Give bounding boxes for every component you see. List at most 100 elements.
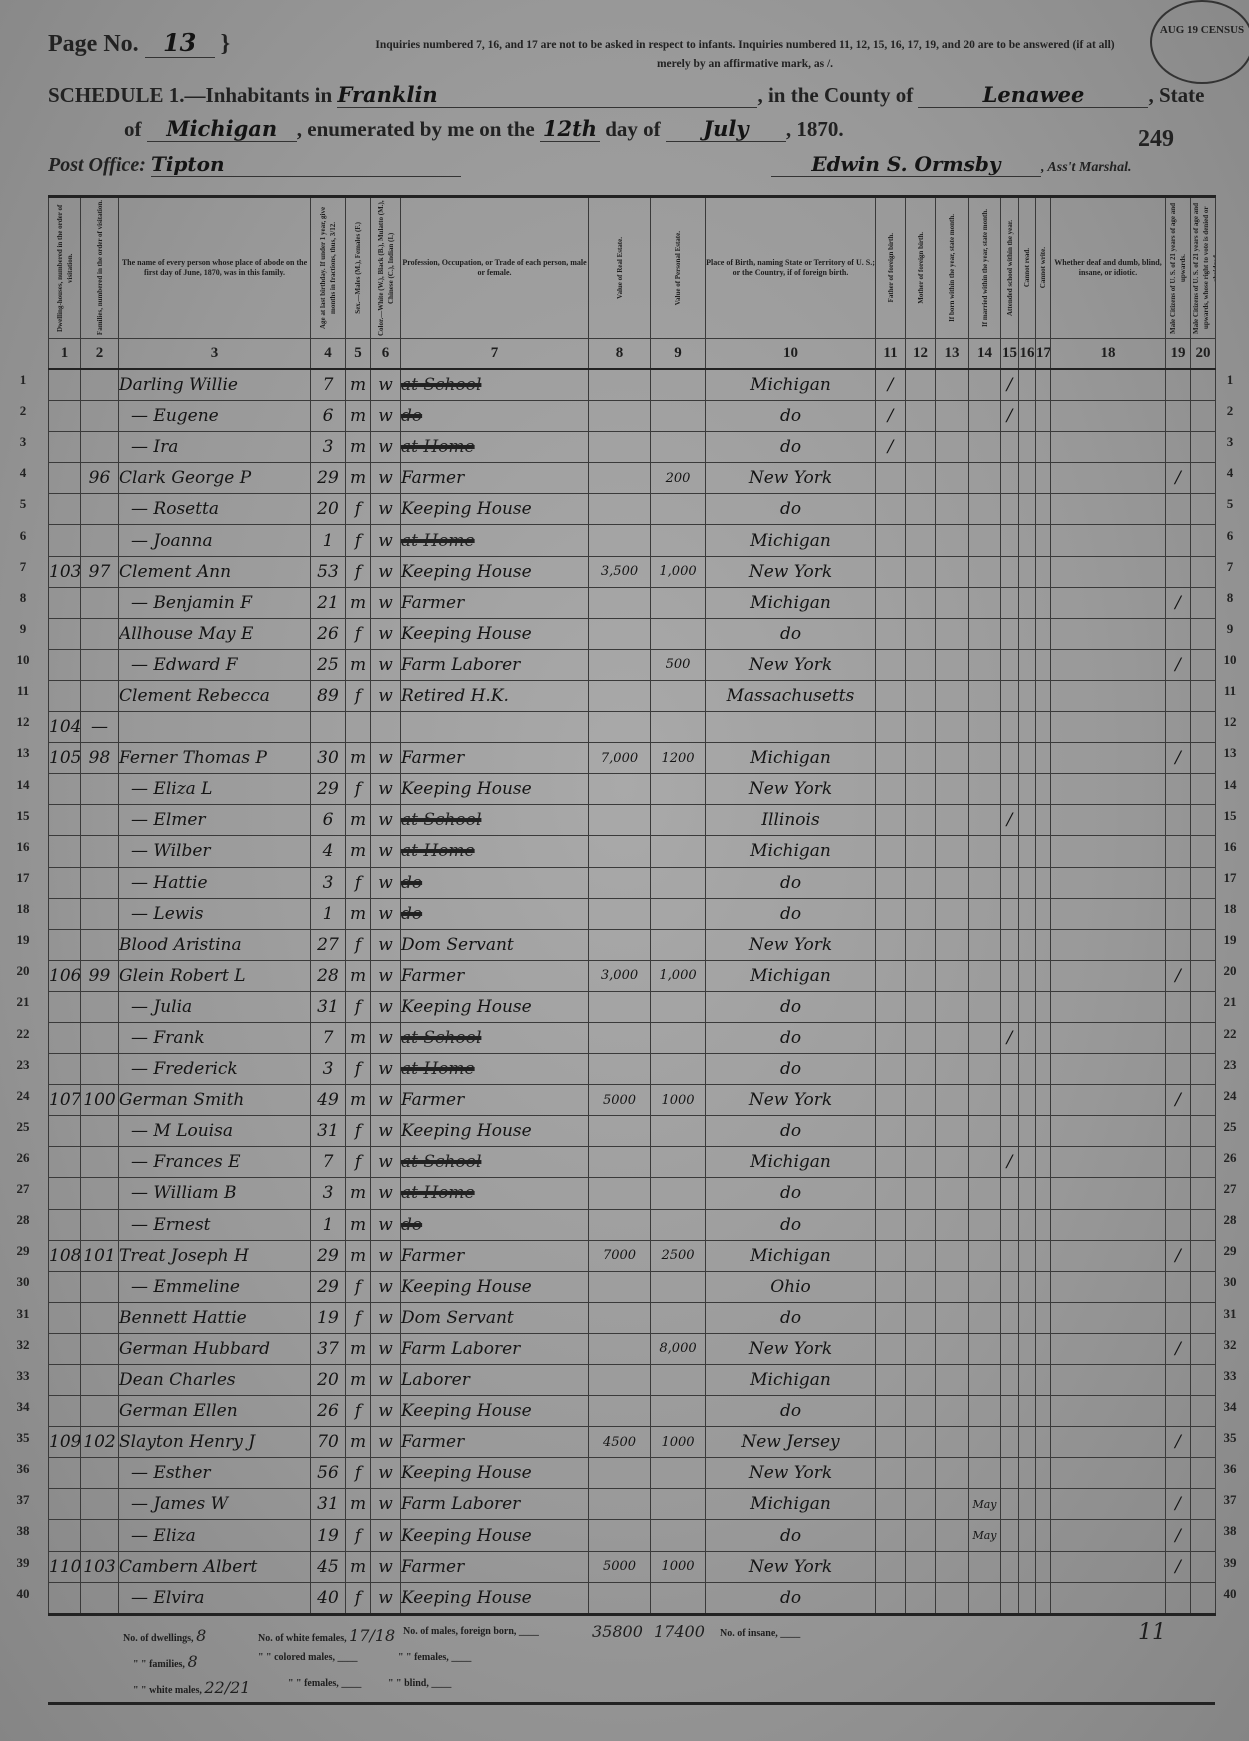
column-number: 2 <box>80 338 119 370</box>
cell-name: Dean Charles <box>118 1363 311 1397</box>
column-header-19: Male Citizens of U. S. of 21 years of ag… <box>1165 196 1191 339</box>
cell-fam <box>80 431 119 464</box>
cell-re <box>588 1115 651 1148</box>
cell-c15 <box>1000 835 1019 868</box>
cell-color: w <box>370 400 401 433</box>
cell-color: w <box>370 1053 401 1086</box>
cell-re <box>588 1177 651 1210</box>
cell-re: 3,000 <box>588 959 651 992</box>
of-label: of <box>124 117 142 141</box>
cell-c15 <box>1000 711 1019 744</box>
cell-col17 <box>1035 742 1051 775</box>
cell-c11 <box>875 524 906 557</box>
cell-c14 <box>968 742 1001 775</box>
cell-sex: f <box>345 773 371 806</box>
table-row: — Ernest 1 m w do do <box>48 1208 1216 1241</box>
cell-occ: Farm Laborer <box>400 1332 589 1366</box>
line-number: 13 <box>1223 745 1237 761</box>
cell-col17 <box>1035 400 1051 433</box>
cell-c15 <box>1000 1084 1019 1117</box>
cell-col16 <box>1018 1550 1036 1583</box>
cell-col12 <box>905 1426 936 1459</box>
cell-c19 <box>1165 990 1191 1023</box>
column-number: 20 <box>1190 338 1216 370</box>
cell-fam <box>80 866 119 899</box>
cell-c14 <box>968 773 1001 806</box>
column-header-15: Attended school within the year. <box>1000 196 1019 339</box>
table-row: — Wilber 4 m w at Home Michigan <box>48 835 1216 868</box>
cell-re <box>588 586 651 619</box>
cell-pe <box>650 1146 706 1179</box>
cell-name: Clement Rebecca <box>118 679 311 713</box>
cell-col20 <box>1190 1550 1216 1583</box>
cell-occ: Keeping House <box>400 1115 589 1148</box>
cell-col13 <box>935 1115 969 1148</box>
column-number: 7 <box>400 338 589 370</box>
cell-c15 <box>1000 1550 1019 1583</box>
line-number: 8 <box>19 589 27 605</box>
cell-re: 4500 <box>588 1426 651 1459</box>
cell-name: — Ernest <box>118 1208 311 1241</box>
cell-fam <box>80 679 119 713</box>
cell-pe <box>650 679 706 713</box>
line-number: 9 <box>1226 620 1234 636</box>
cell-dw <box>48 773 81 806</box>
cell-sex: f <box>345 524 371 557</box>
table-row: — William B 3 m w at Home do <box>48 1177 1216 1210</box>
cell-col18 <box>1050 1457 1166 1490</box>
column-label: Male Citizens of U. S. of 21 years of ag… <box>1169 202 1187 334</box>
cell-color: w <box>370 617 401 650</box>
cell-name: — Emmeline <box>118 1270 311 1303</box>
instructions-line-1: Inquiries numbered 7, 16, and 17 are not… <box>375 39 1115 51</box>
cell-col20 <box>1190 742 1216 775</box>
cell-occ: Dom Servant <box>400 1301 589 1334</box>
column-label: Place of Birth, naming State or Territor… <box>706 258 875 277</box>
cell-birth: do <box>705 1519 876 1552</box>
cell-c15 <box>1000 555 1019 588</box>
cell-pe: 500 <box>650 648 706 681</box>
cell-fam: 103 <box>80 1550 119 1583</box>
column-header-20: Male Citizens of U. S. of 21 years of ag… <box>1190 196 1216 339</box>
cell-c11 <box>875 1332 906 1366</box>
cell-color: w <box>370 1426 401 1459</box>
cell-c14 <box>968 866 1001 899</box>
cell-c19 <box>1165 1395 1191 1428</box>
table-row: — Lewis 1 m w do do <box>48 897 1216 930</box>
line-number: 34 <box>1223 1398 1237 1414</box>
cell-fam <box>80 1146 119 1179</box>
table-row: — Elvira 40 f w Keeping House do <box>48 1581 1216 1615</box>
cell-col13 <box>935 1363 969 1397</box>
cell-fam <box>80 1208 119 1241</box>
line-number: 14 <box>1223 776 1237 792</box>
cell-age: 1 <box>310 897 346 930</box>
line-number: 18 <box>1223 901 1237 917</box>
column-number: 12 <box>905 338 936 370</box>
page-number-value: 13 <box>144 28 215 58</box>
cell-birth: New Jersey <box>705 1426 876 1459</box>
cell-sex: f <box>345 928 371 961</box>
cell-col12 <box>905 1177 936 1210</box>
table-row: German Ellen 26 f w Keeping House do <box>48 1395 1216 1428</box>
cell-c19 <box>1165 493 1191 526</box>
line-number: 37 <box>1223 1492 1237 1508</box>
cell-col12 <box>905 1519 936 1552</box>
cell-col20 <box>1190 1395 1216 1428</box>
table-row: 110 103 Cambern Albert 45 m w Farmer 5000 1000 Ne… <box>48 1550 1216 1583</box>
cell-name: Clark George P <box>118 462 311 495</box>
table-row: Clement Rebecca 89 f w Retired H.K. Massachus… <box>48 679 1216 713</box>
cell-age: 1 <box>310 1208 346 1241</box>
cell-birth: do <box>705 1177 876 1210</box>
cell-col18 <box>1050 1146 1166 1179</box>
cell-col18 <box>1050 1488 1166 1521</box>
cell-col13 <box>935 1581 969 1615</box>
colored-females: " " females, ____ <box>288 1678 362 1689</box>
cell-c19 <box>1165 866 1191 899</box>
cell-fam <box>80 1053 119 1086</box>
cell-pe <box>650 586 706 619</box>
cell-color: w <box>370 586 401 619</box>
cell-occ: at School <box>400 1146 589 1179</box>
cell-col18 <box>1050 679 1166 713</box>
cell-col18 <box>1050 617 1166 650</box>
cell-birth: New York <box>705 648 876 681</box>
cell-c19: / <box>1165 959 1191 992</box>
